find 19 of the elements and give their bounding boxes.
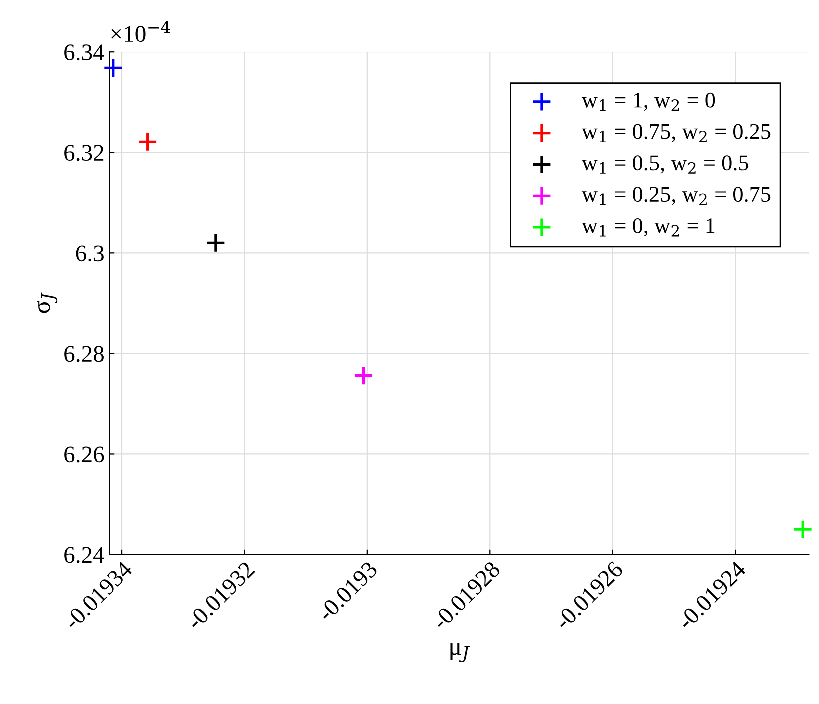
text: ×10$^{−4}$ xyxy=(112,21,170,42)
point xyxy=(206,233,226,254)
point xyxy=(138,132,158,152)
point xyxy=(793,520,814,540)
y-tick-label: 6.32 xyxy=(64,145,104,162)
legend-label: w$_{1}$ = 0.25, w$_{2}$ = 0.75 xyxy=(582,187,771,206)
x-axis-title: μ$_{J}$ xyxy=(450,644,470,663)
y-tick-label: 6.3 xyxy=(76,246,104,262)
y-tick-label: 6.34 xyxy=(64,44,105,61)
legend-label: w$_{1}$ = 0.75, w$_{2}$ = 0.25 xyxy=(582,124,771,143)
y-tick-label: 6.24 xyxy=(64,547,105,564)
point xyxy=(103,58,124,78)
point xyxy=(354,366,374,386)
legend-label: w$_{1}$ = 0, w$_{2}$ = 1 xyxy=(582,218,715,237)
y-axis-title: σ$_{J}$ xyxy=(37,292,58,314)
y-tick-label: 6.26 xyxy=(64,446,104,463)
y-tick-label: 6.28 xyxy=(64,346,104,362)
legend-label: w$_{1}$ = 1, w$_{2}$ = 0 xyxy=(582,92,716,112)
legend-label: w$_{1}$ = 0.5, w$_{2}$ = 0.5 xyxy=(582,156,748,174)
